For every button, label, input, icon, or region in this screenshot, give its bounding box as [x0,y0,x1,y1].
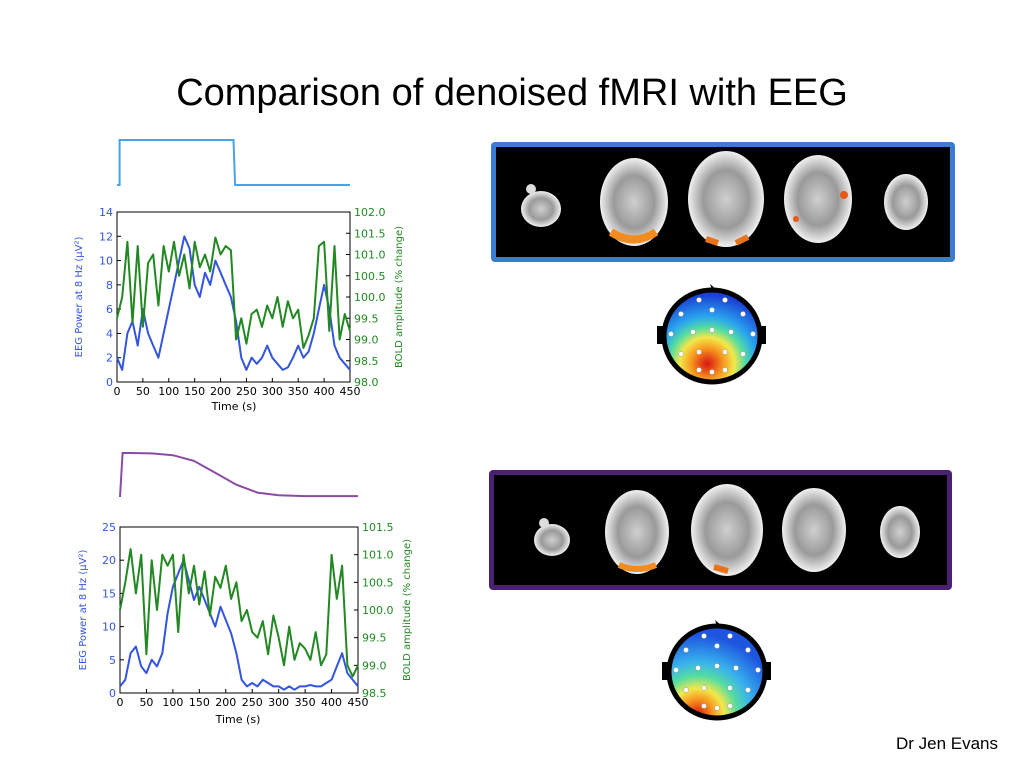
y-axis-label: EEG Power at 8 Hz (μV²) [78,550,89,671]
x-tick-label: 0 [114,385,121,398]
x-tick-label: 150 [184,385,205,398]
slice-5 [884,174,928,230]
y-tick-label: 20 [102,554,116,567]
y-tick-label: 15 [102,587,116,600]
y2-axis-label: BOLD amplitude (% change) [394,226,405,368]
y2-tick-label: 99.5 [354,312,379,325]
y2-tick-label: 100.5 [354,270,386,283]
y-tick-label: 0 [109,687,116,700]
slice-4 [784,155,852,243]
chart-bottom-panel: 0 50 100 150 200 250 300 350 400 450 0 5 10 15 20 25 98.… [60,445,440,735]
y2-tick-label: 98.5 [354,355,379,368]
y2-tick-label: 98.0 [354,376,379,389]
y-tick-label: 5 [109,654,116,667]
brain-slices-bottom-image [534,484,920,576]
y-tick-label: 25 [102,521,116,534]
eeg-power-line [119,559,359,691]
slice-2 [605,490,669,574]
x-tick-label: 300 [262,385,283,398]
chart-top: 0 50 100 150 200 250 300 350 400 450 0 2 4 6 8 10 12 14 98… [74,139,405,413]
chart-top-panel: 0 50 100 150 200 250 300 350 400 450 0 2 4 6 8 10 12 14 98… [60,130,440,420]
axes-top: 0 50 100 150 200 250 300 350 400 450 0 2 4 6 8 10 12 14 98… [99,206,386,398]
y-tick-label: 10 [99,255,113,268]
y2-tick-label: 100.0 [354,291,386,304]
y2-axis-label: BOLD amplitude (% change) [402,539,413,681]
regressor-top [117,139,350,186]
lines-top [116,235,351,371]
y-tick-label: 12 [99,230,113,243]
brain-slices-bottom [489,470,952,590]
brain-slices-top [491,142,955,262]
regressor-bottom [119,452,358,498]
slice-5 [880,506,920,558]
brain-slices-top-image [521,151,928,247]
slice-2 [600,158,668,246]
x-tick-label: 450 [348,696,369,709]
y-tick-label: 2 [106,352,113,365]
y2-tick-label: 98.5 [362,687,387,700]
x-tick-label: 250 [242,696,263,709]
x-tick-label: 400 [321,696,342,709]
x-tick-label: 0 [117,696,124,709]
x-tick-label: 450 [340,385,361,398]
axes-bottom: 0 50 100 150 200 250 300 350 400 450 0 5 10 15 20 25 98.… [102,521,394,709]
y-tick-label: 4 [106,327,113,340]
x-tick-label: 300 [268,696,289,709]
bold-amplitude-line [116,236,351,349]
slice-1 [534,518,570,556]
y-tick-label: 6 [106,303,113,316]
y2-tick-label: 101.0 [362,549,394,562]
x-tick-label: 400 [314,385,335,398]
slice-3 [691,484,763,576]
slice-4 [782,488,846,572]
author-credit: Dr Jen Evans [895,734,998,753]
x-axis-label: Time (s) [211,400,257,413]
y2-tick-label: 99.0 [354,334,379,347]
slice-3 [688,151,764,247]
y-tick-label: 10 [102,621,116,634]
x-tick-label: 50 [136,385,150,398]
x-tick-label: 50 [139,696,153,709]
eeg-topography-top [657,284,766,385]
x-tick-label: 150 [189,696,210,709]
slice-1 [521,184,561,227]
y-tick-label: 0 [106,376,113,389]
y2-tick-label: 101.0 [354,249,386,262]
slide-title: Comparison of denoised fMRI with EEG [176,72,848,114]
lines-bottom [119,548,359,691]
y2-tick-label: 99.5 [362,632,387,645]
chart-bottom: 0 50 100 150 200 250 300 350 400 450 0 5 10 15 20 25 98.… [78,452,413,726]
y2-tick-label: 102.0 [354,206,386,219]
x-axis-label: Time (s) [215,713,261,726]
bold-amplitude-line [119,548,359,678]
y2-tick-label: 100.5 [362,576,394,589]
x-tick-label: 200 [215,696,236,709]
eeg-topography-bottom [662,620,771,721]
x-tick-label: 100 [162,696,183,709]
y2-tick-label: 101.5 [362,521,394,534]
x-tick-label: 350 [288,385,309,398]
x-tick-label: 200 [210,385,231,398]
y2-tick-label: 101.5 [354,227,386,240]
regressor-line [117,139,350,186]
y-axis-label: EEG Power at 8 Hz (μV²) [74,237,85,358]
x-tick-label: 250 [236,385,257,398]
x-tick-label: 100 [158,385,179,398]
x-tick-label: 350 [295,696,316,709]
y-tick-label: 8 [106,279,113,292]
y2-tick-label: 99.0 [362,659,387,672]
y-tick-label: 14 [99,206,113,219]
y2-tick-label: 100.0 [362,604,394,617]
regressor-line [119,452,358,498]
